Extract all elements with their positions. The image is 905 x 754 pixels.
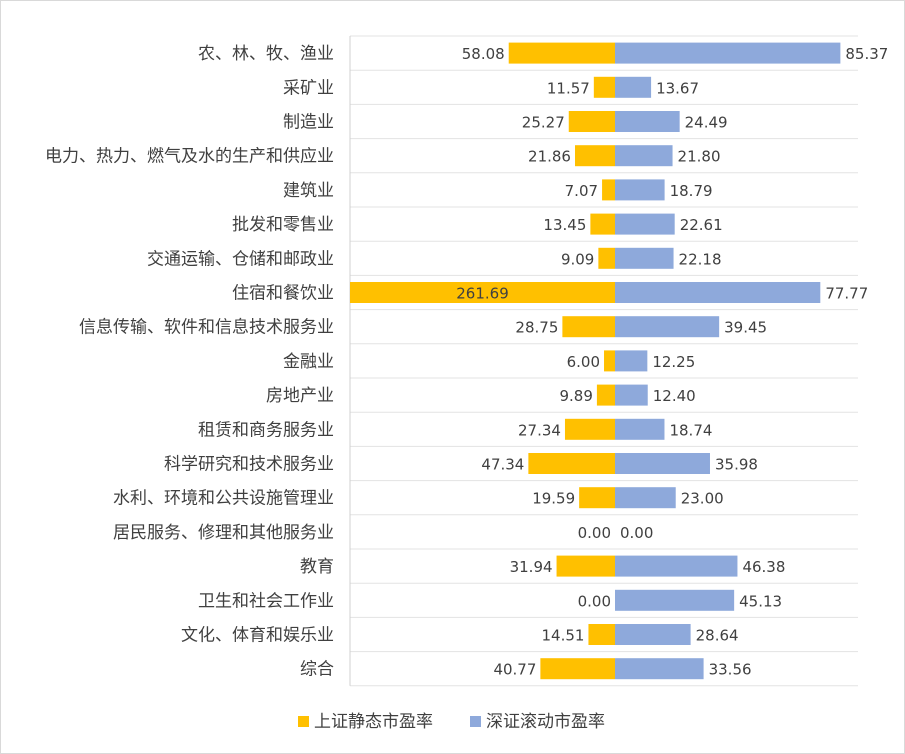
category-label: 制造业 <box>283 113 334 133</box>
value-label-right: 28.64 <box>696 627 739 645</box>
value-label-left: 19.59 <box>532 490 575 508</box>
value-label-right: 12.40 <box>653 387 696 405</box>
bar-right <box>615 350 648 372</box>
legend-swatch <box>470 716 481 727</box>
value-label-right: 35.98 <box>715 456 758 474</box>
value-label-left: 31.94 <box>510 558 553 576</box>
category-label: 教育 <box>300 557 334 577</box>
value-label-right: 33.56 <box>709 661 752 679</box>
bar-right <box>615 111 680 132</box>
value-label-left: 9.09 <box>561 250 594 268</box>
bar-left <box>593 76 615 98</box>
bar-right <box>615 658 704 680</box>
bar-left <box>568 111 615 132</box>
bar-right <box>615 555 738 577</box>
bar-right <box>615 316 720 338</box>
category-label: 采矿业 <box>283 78 334 98</box>
value-label-left: 11.57 <box>547 79 590 97</box>
legend-swatch <box>298 716 309 727</box>
bar-left <box>528 453 615 474</box>
bar-left <box>574 145 615 167</box>
category-label: 农、林、牧、渔业 <box>198 44 334 64</box>
value-label-right: 24.49 <box>685 114 728 132</box>
bar-left <box>598 247 615 269</box>
value-label-right: 18.74 <box>669 421 712 439</box>
category-label: 房地产业 <box>266 386 334 406</box>
value-label-left: 28.75 <box>515 319 558 337</box>
bar-left <box>556 555 615 577</box>
bar-left <box>602 179 615 201</box>
legend-label: 上证静态市盈率 <box>314 712 433 732</box>
value-label-left: 40.77 <box>493 661 536 679</box>
value-label-right: 85.37 <box>845 45 888 63</box>
bar-right <box>615 76 652 98</box>
value-label-right: 77.77 <box>825 285 868 303</box>
category-label: 综合 <box>300 660 334 680</box>
category-label: 卫生和社会工作业 <box>198 591 334 611</box>
bar-right <box>615 282 821 303</box>
category-label: 科学研究和技术服务业 <box>164 455 334 475</box>
value-label-right: 18.79 <box>670 182 713 200</box>
bar-left <box>596 384 615 406</box>
value-label-right: 39.45 <box>724 319 767 337</box>
value-label-left: 27.34 <box>518 421 561 439</box>
bar-left <box>588 624 615 645</box>
value-label-left: 261.69 <box>456 285 509 303</box>
bar-left <box>350 282 615 303</box>
category-label: 电力、热力、燃气及水的生产和供应业 <box>45 147 334 167</box>
bar-right <box>615 247 674 269</box>
value-label-left: 47.34 <box>481 456 524 474</box>
bar-right <box>615 453 710 474</box>
bar-right <box>615 179 665 201</box>
category-label: 批发和零售业 <box>232 215 334 235</box>
bar-right <box>615 589 735 611</box>
category-label: 租赁和商务服务业 <box>198 420 334 440</box>
bar-left <box>579 487 615 509</box>
bar-left <box>562 316 615 338</box>
legend-label: 深证滚动市盈率 <box>486 712 605 732</box>
category-label: 金融业 <box>283 352 334 372</box>
value-label-right: 46.38 <box>742 558 785 576</box>
value-label-left: 25.27 <box>522 114 565 132</box>
value-label-left: 21.86 <box>528 148 571 166</box>
category-label: 建筑业 <box>283 181 334 201</box>
value-label-left: 14.51 <box>541 627 584 645</box>
value-label-left: 9.89 <box>559 387 592 405</box>
value-label-right: 45.13 <box>739 592 782 610</box>
bar-right <box>615 213 675 235</box>
bar-right <box>615 487 676 509</box>
value-label-right: 0.00 <box>620 524 653 542</box>
value-label-right: 12.25 <box>652 353 695 371</box>
bar-left <box>590 213 615 235</box>
category-label: 水利、环境和公共设施管理业 <box>113 489 334 509</box>
bar-left <box>540 658 615 680</box>
bar-left <box>604 350 615 372</box>
category-label: 文化、体育和娱乐业 <box>181 626 334 646</box>
bar-right <box>615 624 691 645</box>
value-label-left: 7.07 <box>565 182 598 200</box>
category-label: 交通运输、仓储和邮政业 <box>147 249 334 269</box>
value-label-right: 23.00 <box>681 490 724 508</box>
category-label: 居民服务、修理和其他服务业 <box>113 523 334 543</box>
value-label-right: 21.80 <box>678 148 721 166</box>
value-label-left: 58.08 <box>462 45 505 63</box>
value-label-left: 0.00 <box>578 592 611 610</box>
value-label-right: 22.61 <box>680 216 723 234</box>
bar-right <box>615 145 673 167</box>
bar-right <box>615 418 665 440</box>
bar-right <box>615 42 841 64</box>
bar-left <box>508 42 615 64</box>
bar-left <box>564 418 615 440</box>
value-label-left: 6.00 <box>567 353 600 371</box>
bar-right <box>615 384 648 406</box>
value-label-right: 13.67 <box>656 79 699 97</box>
value-label-left: 0.00 <box>578 524 611 542</box>
category-label: 信息传输、软件和信息技术服务业 <box>79 318 334 338</box>
category-label: 住宿和餐饮业 <box>232 284 334 304</box>
value-label-left: 13.45 <box>543 216 586 234</box>
value-label-right: 22.18 <box>679 250 722 268</box>
